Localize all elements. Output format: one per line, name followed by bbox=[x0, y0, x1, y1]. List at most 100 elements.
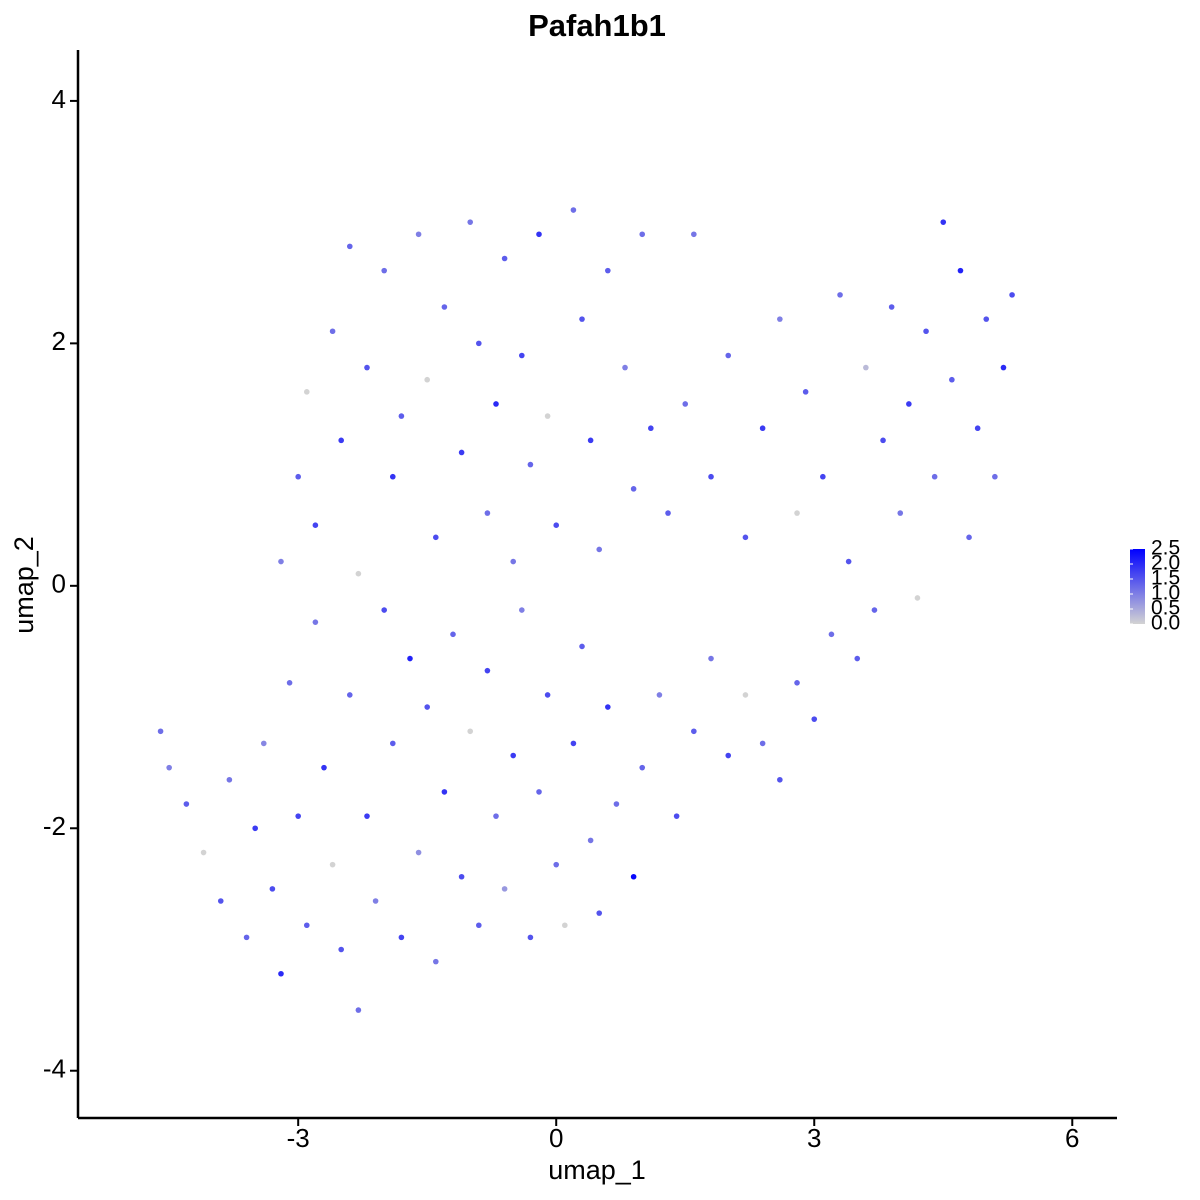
point bbox=[346, 692, 353, 698]
point bbox=[622, 364, 628, 371]
chart-title: Pafah1b1 bbox=[528, 8, 666, 43]
point bbox=[519, 607, 525, 613]
point bbox=[226, 776, 233, 783]
point bbox=[527, 461, 534, 468]
point bbox=[398, 934, 405, 941]
point bbox=[544, 692, 551, 698]
point bbox=[166, 764, 172, 771]
point bbox=[777, 316, 783, 322]
point bbox=[665, 510, 671, 516]
point bbox=[536, 231, 542, 238]
point bbox=[312, 619, 319, 625]
point bbox=[613, 801, 620, 807]
point bbox=[931, 473, 938, 480]
point bbox=[329, 861, 336, 868]
point bbox=[639, 764, 646, 771]
point bbox=[364, 813, 370, 819]
point bbox=[278, 970, 284, 977]
point bbox=[949, 376, 955, 383]
point bbox=[458, 873, 465, 880]
y-tick-label: 0 bbox=[52, 569, 66, 599]
point bbox=[407, 655, 413, 662]
point bbox=[811, 716, 818, 722]
point bbox=[200, 849, 207, 856]
point bbox=[286, 679, 293, 686]
point bbox=[802, 389, 809, 395]
point bbox=[484, 510, 491, 516]
colorbar-label: 0.0 bbox=[1151, 612, 1180, 635]
point bbox=[579, 643, 585, 650]
point bbox=[794, 679, 800, 686]
point bbox=[630, 486, 637, 492]
point bbox=[476, 922, 482, 929]
point bbox=[1009, 292, 1015, 298]
y-tick-label: -4 bbox=[43, 1054, 66, 1084]
point bbox=[467, 219, 474, 225]
point bbox=[243, 934, 250, 941]
x-tick-label: 3 bbox=[807, 1123, 821, 1153]
point bbox=[355, 570, 362, 577]
point bbox=[742, 692, 749, 698]
point bbox=[966, 534, 972, 541]
point bbox=[544, 413, 551, 419]
point bbox=[303, 922, 310, 929]
point bbox=[673, 813, 680, 819]
point bbox=[329, 328, 336, 335]
point bbox=[415, 231, 422, 238]
colorbar bbox=[1130, 549, 1145, 624]
point bbox=[708, 655, 714, 662]
point bbox=[596, 546, 603, 553]
x-tick-label: -3 bbox=[287, 1123, 310, 1153]
y-tick-label: 2 bbox=[52, 326, 66, 356]
colorbar-label: 2.5 bbox=[1151, 537, 1180, 560]
x-tick-label: 6 bbox=[1065, 1123, 1079, 1153]
point bbox=[484, 667, 491, 674]
point bbox=[389, 740, 396, 747]
point bbox=[278, 558, 284, 565]
point bbox=[441, 304, 448, 310]
point bbox=[888, 304, 895, 310]
point bbox=[338, 437, 344, 444]
point bbox=[269, 886, 276, 892]
point bbox=[510, 558, 517, 565]
point bbox=[648, 425, 654, 432]
point bbox=[880, 437, 886, 444]
y-axis-title: umap_2 bbox=[9, 536, 39, 634]
point bbox=[914, 595, 921, 601]
point bbox=[596, 910, 603, 916]
point bbox=[820, 473, 826, 480]
point bbox=[476, 340, 482, 347]
point bbox=[562, 922, 568, 929]
point bbox=[183, 801, 190, 807]
point bbox=[424, 704, 431, 710]
point bbox=[501, 886, 508, 892]
point bbox=[587, 437, 594, 444]
point bbox=[587, 837, 594, 844]
point bbox=[759, 425, 766, 432]
colorbar-label: 1.0 bbox=[1151, 582, 1180, 605]
point bbox=[536, 789, 542, 795]
point bbox=[691, 231, 697, 238]
point bbox=[441, 789, 448, 795]
point bbox=[682, 401, 689, 407]
colorbar-label: 1.5 bbox=[1151, 567, 1180, 590]
point bbox=[871, 607, 878, 613]
point bbox=[725, 752, 732, 759]
point bbox=[295, 473, 301, 480]
point bbox=[992, 473, 998, 480]
point bbox=[364, 364, 370, 371]
point bbox=[897, 510, 904, 516]
point bbox=[493, 813, 499, 819]
point bbox=[433, 534, 439, 541]
point bbox=[906, 401, 912, 407]
point bbox=[389, 473, 396, 480]
point bbox=[217, 898, 224, 904]
y-tick-label: -2 bbox=[43, 811, 66, 841]
point bbox=[854, 655, 861, 662]
point bbox=[433, 958, 439, 965]
point bbox=[321, 764, 327, 771]
point bbox=[579, 316, 585, 322]
point bbox=[837, 292, 843, 298]
point bbox=[510, 752, 517, 759]
